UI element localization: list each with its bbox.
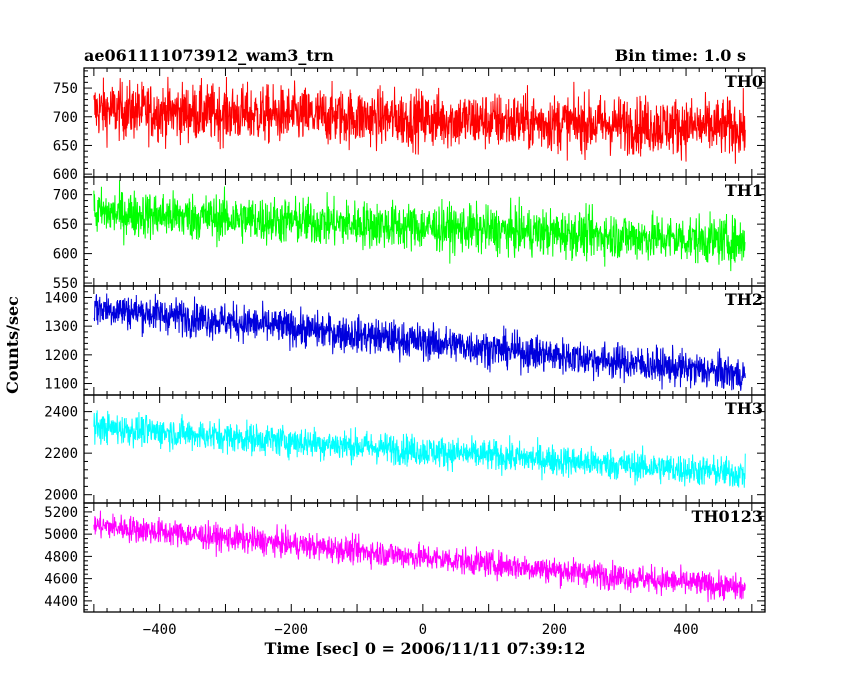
y-tick-label: 550 [53, 276, 78, 292]
y-tick-label: 5000 [44, 527, 78, 543]
y-tick-label: 600 [53, 247, 78, 263]
y-tick-label: 600 [53, 167, 78, 183]
x-tick-label: −200 [274, 622, 308, 638]
panel-label-th0: TH0 [725, 72, 763, 91]
y-tick-label: 1400 [44, 290, 78, 306]
panel-th1: 550 600 650 700 TH1 [53, 176, 766, 292]
chart-title: ae061111073912_wam3_trn [84, 46, 334, 65]
bin-time-label: Bin time: 1.0 s [615, 46, 746, 65]
series-line-th0 [93, 76, 746, 164]
x-tick-label: 400 [673, 622, 698, 638]
y-tick-label: 700 [53, 188, 78, 204]
y-tick-label: 1300 [44, 319, 78, 335]
y-tick-label: 4400 [44, 594, 78, 610]
y-tick-label: 750 [53, 81, 78, 97]
x-axis-label: Time [sec] 0 = 2006/11/11 07:39:12 [265, 639, 586, 658]
x-tick-label: −400 [143, 622, 177, 638]
y-tick-label: 1200 [44, 348, 78, 364]
panel-th3: 2000 2200 2400 TH3 [44, 394, 766, 504]
panel-label-th2: TH2 [725, 290, 763, 309]
panel-th0123: 4400 4600 4800 5000 5200 TH0123 [44, 502, 766, 613]
y-tick-label: 650 [53, 217, 78, 233]
panel-frame-th0123 [83, 502, 766, 613]
x-tick-label: 0 [419, 622, 427, 638]
panel-label-th3: TH3 [725, 399, 763, 418]
panel-label-th1: TH1 [725, 181, 763, 200]
y-axis-label: Counts/sec [3, 296, 22, 394]
y-tick-label: 5200 [44, 505, 78, 521]
y-tick-label: 1100 [44, 377, 78, 393]
series-line-th2 [93, 293, 746, 391]
panel-th2: 1100 1200 1300 1400 TH2 [44, 285, 766, 396]
series-line-th3 [93, 410, 746, 488]
panel-th0: 600 650 700 750 TH0 [53, 67, 766, 183]
panels-group: 600 650 700 750 TH0 550 600 650 700 TH1 1100 1200 13… [44, 67, 766, 613]
panel-label-th0123: TH0123 [691, 507, 763, 526]
y-tick-label: 700 [53, 110, 78, 126]
y-tick-label: 2200 [44, 446, 78, 462]
y-tick-label: 4800 [44, 549, 78, 565]
y-tick-label: 2400 [44, 405, 78, 421]
y-tick-label: 2000 [44, 488, 78, 504]
x-axis: −400 −200 0 200 400 [143, 622, 699, 638]
series-line-th1 [93, 180, 746, 272]
y-tick-label: 4600 [44, 572, 78, 588]
x-tick-label: 200 [542, 622, 567, 638]
y-tick-label: 650 [53, 138, 78, 154]
series-line-th0123 [93, 510, 746, 603]
